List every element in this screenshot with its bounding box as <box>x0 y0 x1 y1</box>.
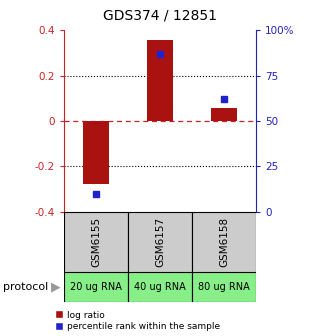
Bar <box>128 272 192 302</box>
Text: GSM6157: GSM6157 <box>155 217 165 267</box>
Text: GSM6158: GSM6158 <box>219 217 229 267</box>
Text: GSM6155: GSM6155 <box>91 217 101 267</box>
Bar <box>147 40 173 121</box>
Text: 20 ug RNA: 20 ug RNA <box>70 282 122 292</box>
Text: ▶: ▶ <box>51 281 61 294</box>
Bar <box>128 212 192 272</box>
Text: protocol: protocol <box>3 282 48 292</box>
Text: 80 ug RNA: 80 ug RNA <box>198 282 250 292</box>
Bar <box>192 212 256 272</box>
Bar <box>192 272 256 302</box>
Bar <box>211 109 237 121</box>
Text: 40 ug RNA: 40 ug RNA <box>134 282 186 292</box>
Text: GDS374 / 12851: GDS374 / 12851 <box>103 8 217 22</box>
Bar <box>64 272 128 302</box>
Bar <box>64 212 128 272</box>
Legend: log ratio, percentile rank within the sample: log ratio, percentile rank within the sa… <box>56 311 220 332</box>
Bar <box>83 121 109 184</box>
